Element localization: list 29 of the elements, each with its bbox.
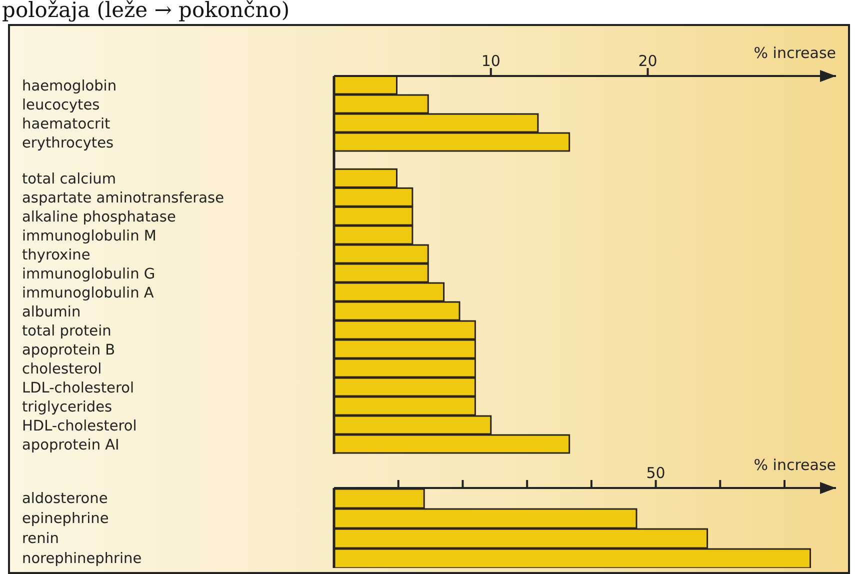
text: položaja (leže → pokončno) xyxy=(2,0,290,22)
y-tick-label: alkaline phosphatase xyxy=(22,210,176,226)
y-tick-label: epinephrine xyxy=(22,511,109,527)
x-tick-label: 20 xyxy=(638,52,658,70)
y-tick-label: immunoglobulin G xyxy=(22,266,156,283)
y-tick-label: triglycerides xyxy=(22,400,112,416)
x-tick-label: 50 xyxy=(646,464,666,482)
y-tick-label: thyroxine xyxy=(22,248,90,264)
y-tick-label: haemoglobin xyxy=(22,78,117,94)
y-tick-label: aspartate aminotransferase xyxy=(22,190,224,207)
y-tick-label: total protein xyxy=(22,324,112,340)
y-tick-label: aldosterone xyxy=(22,491,108,507)
x-axis-title: % increase xyxy=(754,456,836,474)
y-tick-label: renin xyxy=(22,531,59,547)
y-tick-label: apoprotein AI xyxy=(22,438,120,454)
y-tick-label: total calcium xyxy=(22,172,116,188)
y-tick-label: erythrocytes xyxy=(22,135,114,152)
x-tick-label: 10 xyxy=(481,52,500,70)
y-tick-label: cholesterol xyxy=(22,362,102,378)
y-tick-label: norephinephrine xyxy=(22,551,142,567)
y-tick-label: LDL-cholesterol xyxy=(22,380,134,397)
x-axis-title: % increase xyxy=(754,44,836,62)
y-tick-label: HDL-cholesterol xyxy=(22,418,137,435)
y-tick-label: haematocrit xyxy=(22,116,111,132)
y-tick-label: apoprotein B xyxy=(22,342,116,359)
y-tick-label: immunoglobulin A xyxy=(22,286,154,302)
y-tick-label: leucocytes xyxy=(22,97,100,114)
y-tick-label: albumin xyxy=(22,304,81,321)
y-tick-label: immunoglobulin M xyxy=(22,228,156,245)
